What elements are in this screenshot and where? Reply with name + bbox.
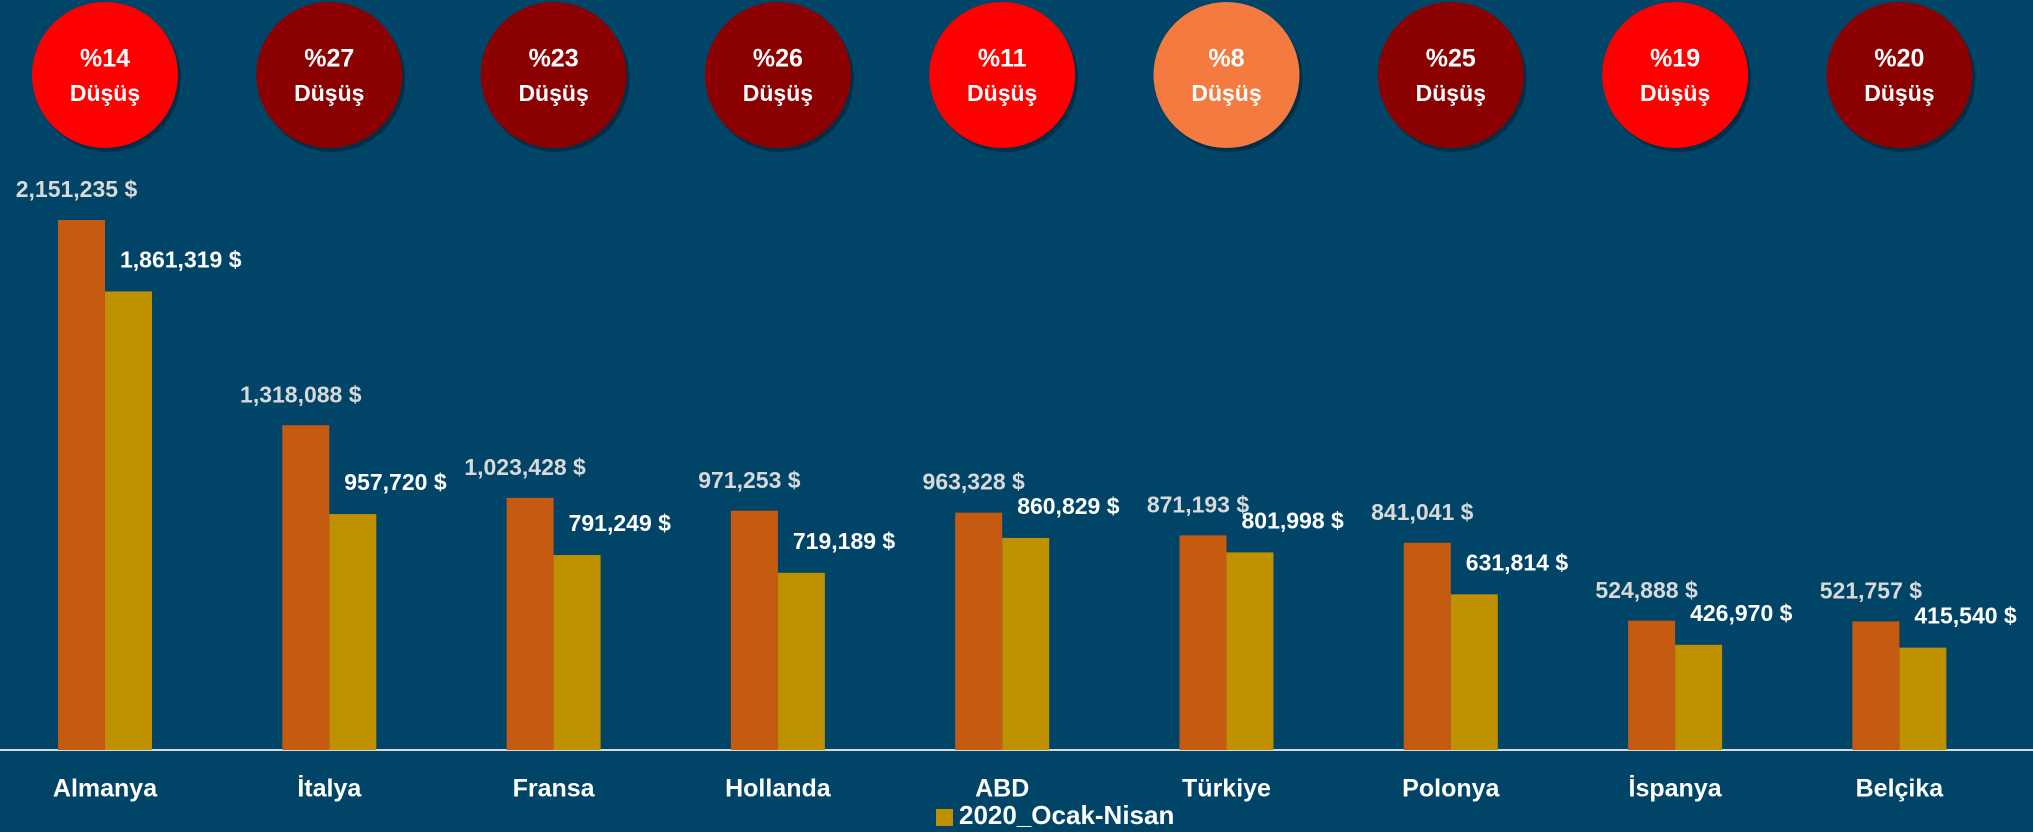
x-tick-label: İtalya — [297, 775, 362, 803]
bar — [1226, 552, 1274, 750]
badge — [480, 2, 627, 148]
value-label: 524,888 $ — [1595, 577, 1698, 603]
value-label: 1,023,428 $ — [464, 454, 586, 480]
value-label: 963,328 $ — [923, 469, 1026, 495]
badge-value: %8 — [1208, 45, 1244, 73]
bar — [282, 425, 330, 750]
badge-label: Düşüş — [70, 80, 140, 106]
badge — [1153, 2, 1300, 148]
bar — [329, 514, 377, 750]
value-label: 415,540 $ — [1914, 603, 2017, 629]
badge-value: %14 — [80, 45, 130, 73]
badge — [929, 2, 1076, 148]
bar — [105, 291, 152, 750]
value-label: 801,998 $ — [1242, 507, 1345, 533]
badge — [1826, 2, 1973, 148]
bar — [777, 572, 825, 750]
bar — [58, 220, 105, 750]
bar — [1675, 644, 1723, 750]
x-tick-label: Almanya — [53, 775, 158, 803]
badge-label: Düşüş — [294, 80, 364, 106]
value-label: 631,814 $ — [1466, 549, 1569, 575]
badge-label: Düşüş — [1640, 80, 1710, 106]
badge-value: %27 — [304, 45, 354, 73]
legend-swatch — [936, 809, 953, 826]
badge-label: Düşüş — [1191, 80, 1261, 106]
value-label: 971,253 $ — [698, 467, 801, 493]
badge-value: %25 — [1426, 45, 1476, 73]
x-tick-label: Polonya — [1402, 775, 1500, 803]
badge — [32, 2, 178, 148]
badge — [256, 2, 403, 148]
value-label: 871,193 $ — [1147, 491, 1250, 517]
badge — [1377, 2, 1524, 148]
badge-label: Düşüş — [743, 80, 813, 106]
value-label: 719,189 $ — [793, 528, 896, 554]
x-tick-label: İspanya — [1629, 775, 1723, 803]
value-label: 1,318,088 $ — [240, 381, 362, 407]
value-label: 957,720 $ — [344, 469, 447, 495]
badge — [704, 2, 851, 148]
badge-label: Düşüş — [1864, 80, 1934, 106]
badge-label: Düşüş — [1416, 80, 1486, 106]
bar — [1628, 620, 1676, 750]
bar — [1002, 537, 1050, 750]
badge-label: Düşüş — [967, 80, 1037, 106]
bar — [1450, 594, 1498, 750]
bar — [1179, 535, 1227, 750]
bar — [955, 512, 1003, 750]
bar — [553, 555, 601, 750]
x-tick-label: ABD — [975, 775, 1029, 803]
badge-label: Düşüş — [518, 80, 588, 106]
x-tick-label: Türkiye — [1182, 775, 1271, 803]
x-tick-label: Belçika — [1856, 775, 1945, 803]
value-label: 521,757 $ — [1820, 578, 1923, 604]
x-tick-label: Fransa — [513, 775, 596, 803]
badge-value: %19 — [1650, 45, 1700, 73]
badge — [1602, 2, 1749, 148]
bar — [1852, 621, 1900, 750]
badge-value: %26 — [753, 45, 803, 73]
bar — [730, 510, 778, 750]
value-label: 791,249 $ — [569, 510, 672, 536]
bar — [506, 497, 554, 750]
legend-label: 2020_Ocak-Nisan — [959, 800, 1174, 830]
badge-value: %11 — [978, 45, 1027, 73]
value-label: 860,829 $ — [1017, 493, 1120, 519]
value-label: 426,970 $ — [1690, 600, 1793, 626]
x-tick-label: Hollanda — [725, 775, 832, 803]
value-label: 841,041 $ — [1371, 499, 1474, 525]
badge-value: %23 — [529, 45, 579, 73]
value-label: 1,861,319 $ — [120, 247, 242, 273]
value-label: 2,151,235 $ — [16, 176, 138, 202]
bar — [1403, 542, 1451, 750]
badge-value: %20 — [1874, 45, 1924, 73]
bar — [1899, 647, 1947, 750]
